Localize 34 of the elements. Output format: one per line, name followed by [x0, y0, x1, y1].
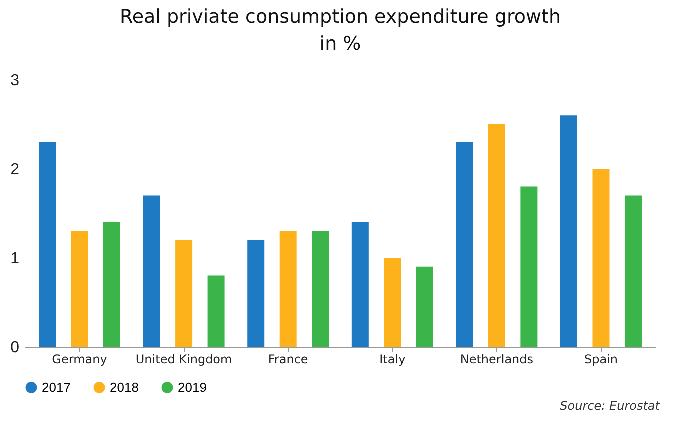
bar	[312, 231, 330, 347]
bar	[248, 240, 265, 347]
chart-subtitle: in %	[320, 33, 362, 55]
bar	[143, 196, 160, 347]
chart-title: Real priviate consumption expenditure growth	[120, 6, 562, 28]
legend-label: 2019	[178, 380, 207, 395]
bar	[71, 231, 88, 347]
bar	[416, 266, 434, 347]
bar	[280, 231, 297, 347]
y-tick-label: 1	[10, 250, 20, 268]
x-tick-label: France	[268, 352, 308, 366]
bar	[39, 142, 56, 347]
y-tick-label: 3	[10, 72, 20, 90]
bar	[488, 124, 506, 347]
x-tick-label: Germany	[52, 352, 108, 366]
bar	[384, 258, 402, 347]
x-tick-label: Italy	[380, 352, 406, 366]
legend-label: 2017	[42, 380, 71, 395]
bar	[456, 142, 474, 347]
y-tick-label: 0	[10, 340, 20, 356]
bar	[560, 116, 578, 347]
bar	[352, 222, 369, 347]
bar	[103, 222, 120, 347]
x-tick-label: United Kingdom	[136, 352, 232, 366]
bar	[520, 186, 538, 347]
y-tick-label: 2	[10, 162, 20, 178]
bar	[208, 276, 225, 347]
x-tick-label: Spain	[584, 352, 618, 366]
bar	[176, 240, 193, 347]
legend-label: 2018	[110, 380, 139, 395]
bar	[592, 169, 610, 347]
x-tick-label: Netherlands	[460, 352, 534, 366]
bar	[624, 196, 642, 347]
source-note: Source: Eurostat	[560, 399, 660, 413]
